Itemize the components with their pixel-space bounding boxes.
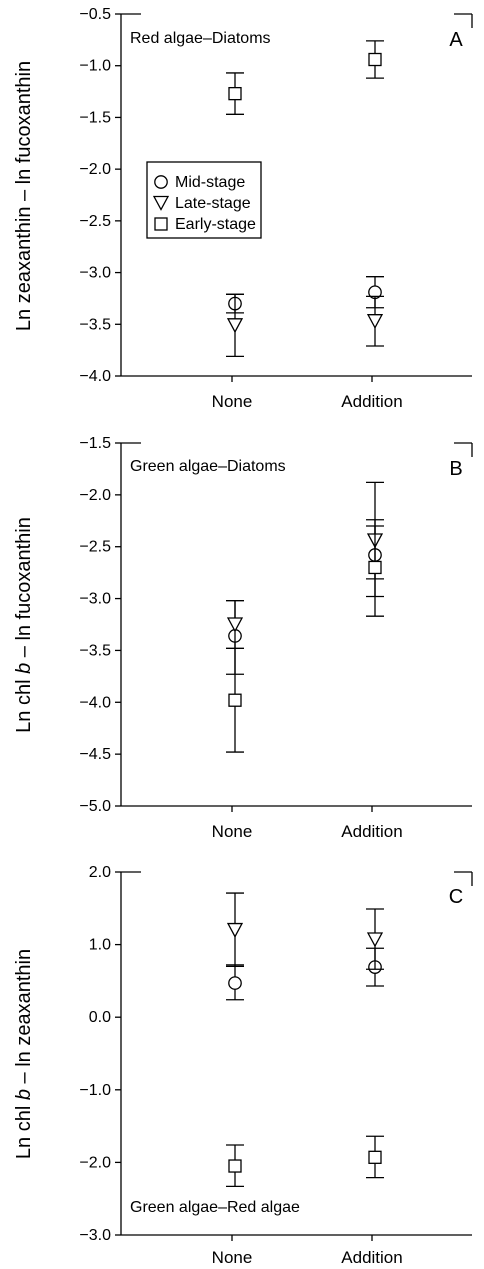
y-tick-label: −2.0 — [79, 487, 111, 504]
x-tick-label: None — [212, 1248, 253, 1267]
data-point-square — [368, 560, 382, 575]
y-tick-label: −3.0 — [79, 265, 111, 282]
data-point-triangle-down — [226, 617, 244, 633]
y-axis-title: Ln zeaxanthin – ln fucoxanthin — [13, 61, 35, 331]
legend-label: Mid-stage — [175, 174, 245, 191]
y-tick-label: −3.0 — [79, 591, 111, 608]
y-tick-label: −1.5 — [79, 109, 111, 126]
y-tick-label: −2.0 — [79, 1154, 111, 1171]
panel-letter: A — [449, 29, 463, 51]
data-point-triangle-down — [366, 932, 384, 948]
data-point-square — [368, 52, 382, 67]
x-tick-label: None — [212, 392, 253, 411]
panel-title: Green algae–Diatoms — [130, 458, 286, 475]
panel-title: Red algae–Diatoms — [130, 30, 271, 47]
y-tick-label: −2.5 — [79, 539, 111, 556]
x-tick-label: Addition — [341, 822, 402, 841]
x-tick-label: Addition — [341, 1248, 402, 1267]
legend: Mid-stage Late-stage Early-stage — [146, 161, 262, 239]
y-tick-label: 2.0 — [89, 864, 111, 881]
data-point-square — [228, 1159, 242, 1173]
y-tick-label: −1.0 — [79, 58, 111, 75]
series-late-stage — [226, 293, 384, 357]
panel-letter: B — [449, 458, 462, 480]
series-early-stage — [226, 40, 384, 115]
series-mid-stage — [226, 276, 384, 314]
series-early-stage — [226, 1135, 384, 1188]
data-point-square — [228, 693, 242, 707]
x-tick-label: Addition — [341, 392, 402, 411]
series-early-stage — [226, 481, 384, 753]
panel-b: −1.5 −2.0 −2.5 −3.0 −3.5 −4.0 −4.5 −5.0 None Addi… — [13, 435, 473, 841]
y-tick-label: −4.0 — [79, 368, 111, 385]
panel-a: −0.5 −1.0 −1.5 −2.0 −2.5 −3.0 −3.5 −4.0 None Addi… — [13, 6, 473, 411]
y-tick-label: −1.5 — [79, 435, 111, 452]
y-tick-label: 1.0 — [89, 937, 111, 954]
y-tick-label: −4.0 — [79, 694, 111, 711]
series-late-stage — [226, 892, 384, 970]
legend-label: Late-stage — [175, 195, 251, 212]
y-axis-title: Ln chl b – ln zeaxanthin — [13, 949, 35, 1159]
data-point-square — [368, 1150, 382, 1164]
data-point-triangle-down — [366, 314, 384, 330]
legend-label: Early-stage — [175, 216, 256, 233]
data-point-circle — [228, 976, 242, 990]
legend-marker — [152, 195, 170, 211]
y-tick-label: −3.5 — [79, 316, 111, 333]
panel-letter: C — [449, 886, 463, 908]
y-tick-label: 0.0 — [89, 1009, 111, 1026]
y-tick-label: −3.5 — [79, 642, 111, 659]
series-mid-stage — [226, 947, 384, 1001]
data-point-triangle-down — [226, 318, 244, 334]
panel-title: Green algae–Red algae — [130, 1199, 300, 1216]
series-late-stage — [226, 525, 384, 650]
y-tick-label: −1.0 — [79, 1082, 111, 1099]
y-tick-label: −2.0 — [79, 161, 111, 178]
x-tick-label: None — [212, 822, 253, 841]
series-mid-stage — [226, 519, 384, 675]
legend-marker — [154, 217, 168, 231]
y-tick-label: −5.0 — [79, 798, 111, 815]
data-point-triangle-down — [226, 922, 244, 938]
data-point-square — [228, 86, 242, 101]
y-tick-label: −4.5 — [79, 746, 111, 763]
y-tick-label: −2.5 — [79, 213, 111, 230]
legend-marker — [154, 175, 168, 189]
panel-c: 2.0 1.0 0.0 −1.0 −2.0 −3.0 None Addition Ln chl … — [13, 864, 473, 1267]
y-axis-title: Ln chl b – ln fucoxanthin — [13, 517, 35, 733]
y-tick-label: −3.0 — [79, 1227, 111, 1244]
y-tick-label: −0.5 — [79, 6, 111, 23]
